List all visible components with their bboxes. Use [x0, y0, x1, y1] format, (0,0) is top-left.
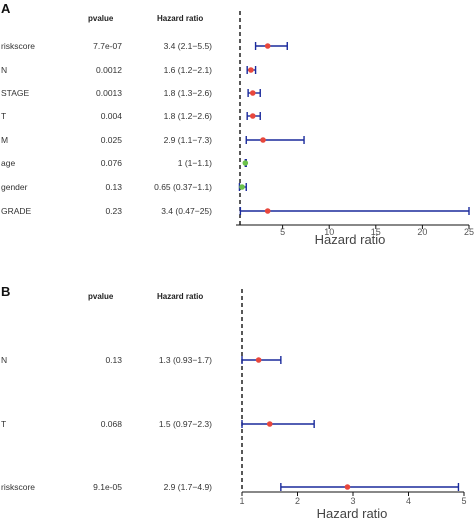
row-hazard-ratio-text: 1 (1−1.1)	[178, 158, 212, 168]
panel-label: A	[1, 1, 11, 16]
row-variable: riskscore	[1, 41, 35, 51]
row-variable: T	[1, 111, 6, 121]
row-variable: riskscore	[1, 482, 35, 492]
hr-point	[249, 90, 256, 96]
row-hazard-ratio-text: 1.8 (1.3−2.6)	[164, 88, 213, 98]
hr-point	[266, 421, 273, 427]
x-tick-label: 15	[371, 227, 381, 237]
row-variable: GRADE	[1, 206, 32, 216]
x-tick-label: 3	[350, 496, 355, 506]
x-tick-label: 5	[280, 227, 285, 237]
row-hazard-ratio-text: 2.9 (1.1−7.3)	[164, 135, 213, 145]
row-pvalue: 7.7e-07	[93, 41, 122, 51]
hr-point	[264, 208, 271, 214]
row-pvalue: 0.13	[105, 182, 122, 192]
hazard-ratio-header: Hazard ratio	[157, 14, 203, 23]
hr-point	[239, 184, 245, 190]
row-variable: N	[1, 355, 7, 365]
hr-point	[344, 484, 351, 490]
row-pvalue: 0.23	[105, 206, 122, 216]
row-variable: gender	[1, 182, 28, 192]
row-variable: T	[1, 419, 6, 429]
row-hazard-ratio-text: 2.9 (1.7−4.9)	[164, 482, 213, 492]
row-hazard-ratio-text: 3.4 (2.1−5.5)	[164, 41, 213, 51]
hr-point	[255, 357, 262, 363]
row-pvalue: 0.076	[101, 158, 123, 168]
pvalue-header: pvalue	[88, 292, 114, 301]
row-pvalue: 0.0013	[96, 88, 122, 98]
hr-point	[242, 160, 249, 166]
row-pvalue: 0.025	[101, 135, 123, 145]
hazard-ratio-header: Hazard ratio	[157, 292, 203, 301]
row-hazard-ratio-text: 1.5 (0.97−2.3)	[159, 419, 212, 429]
x-tick-label: 5	[461, 496, 466, 506]
x-tick-label: 20	[417, 227, 427, 237]
x-axis-title: Hazard ratio	[315, 232, 386, 247]
row-hazard-ratio-text: 1.3 (0.93−1.7)	[159, 355, 212, 365]
row-hazard-ratio-text: 3.4 (0.47−25)	[161, 206, 212, 216]
row-variable: N	[1, 65, 7, 75]
row-variable: M	[1, 135, 8, 145]
pvalue-header: pvalue	[88, 14, 114, 23]
hr-point	[260, 137, 266, 143]
row-variable: age	[1, 158, 15, 168]
hr-point	[264, 43, 271, 49]
panel-label: B	[1, 284, 10, 299]
row-pvalue: 0.068	[101, 419, 123, 429]
x-tick-label: 1	[239, 496, 244, 506]
x-tick-label: 4	[406, 496, 411, 506]
row-pvalue: 0.0012	[96, 65, 122, 75]
row-pvalue: 0.004	[101, 111, 123, 121]
x-tick-label: 2	[295, 496, 300, 506]
row-pvalue: 0.13	[105, 355, 122, 365]
x-axis-title: Hazard ratio	[317, 506, 388, 518]
row-variable: STAGE	[1, 88, 30, 98]
row-hazard-ratio-text: 1.8 (1.2−2.6)	[164, 111, 213, 121]
row-hazard-ratio-text: 1.6 (1.2−2.1)	[164, 65, 213, 75]
x-tick-label: 25	[464, 227, 474, 237]
hr-point	[249, 113, 256, 119]
hr-point	[248, 67, 254, 73]
x-tick-label: 10	[324, 227, 334, 237]
row-hazard-ratio-text: 0.65 (0.37−1.1)	[154, 182, 212, 192]
row-pvalue: 9.1e-05	[93, 482, 122, 492]
